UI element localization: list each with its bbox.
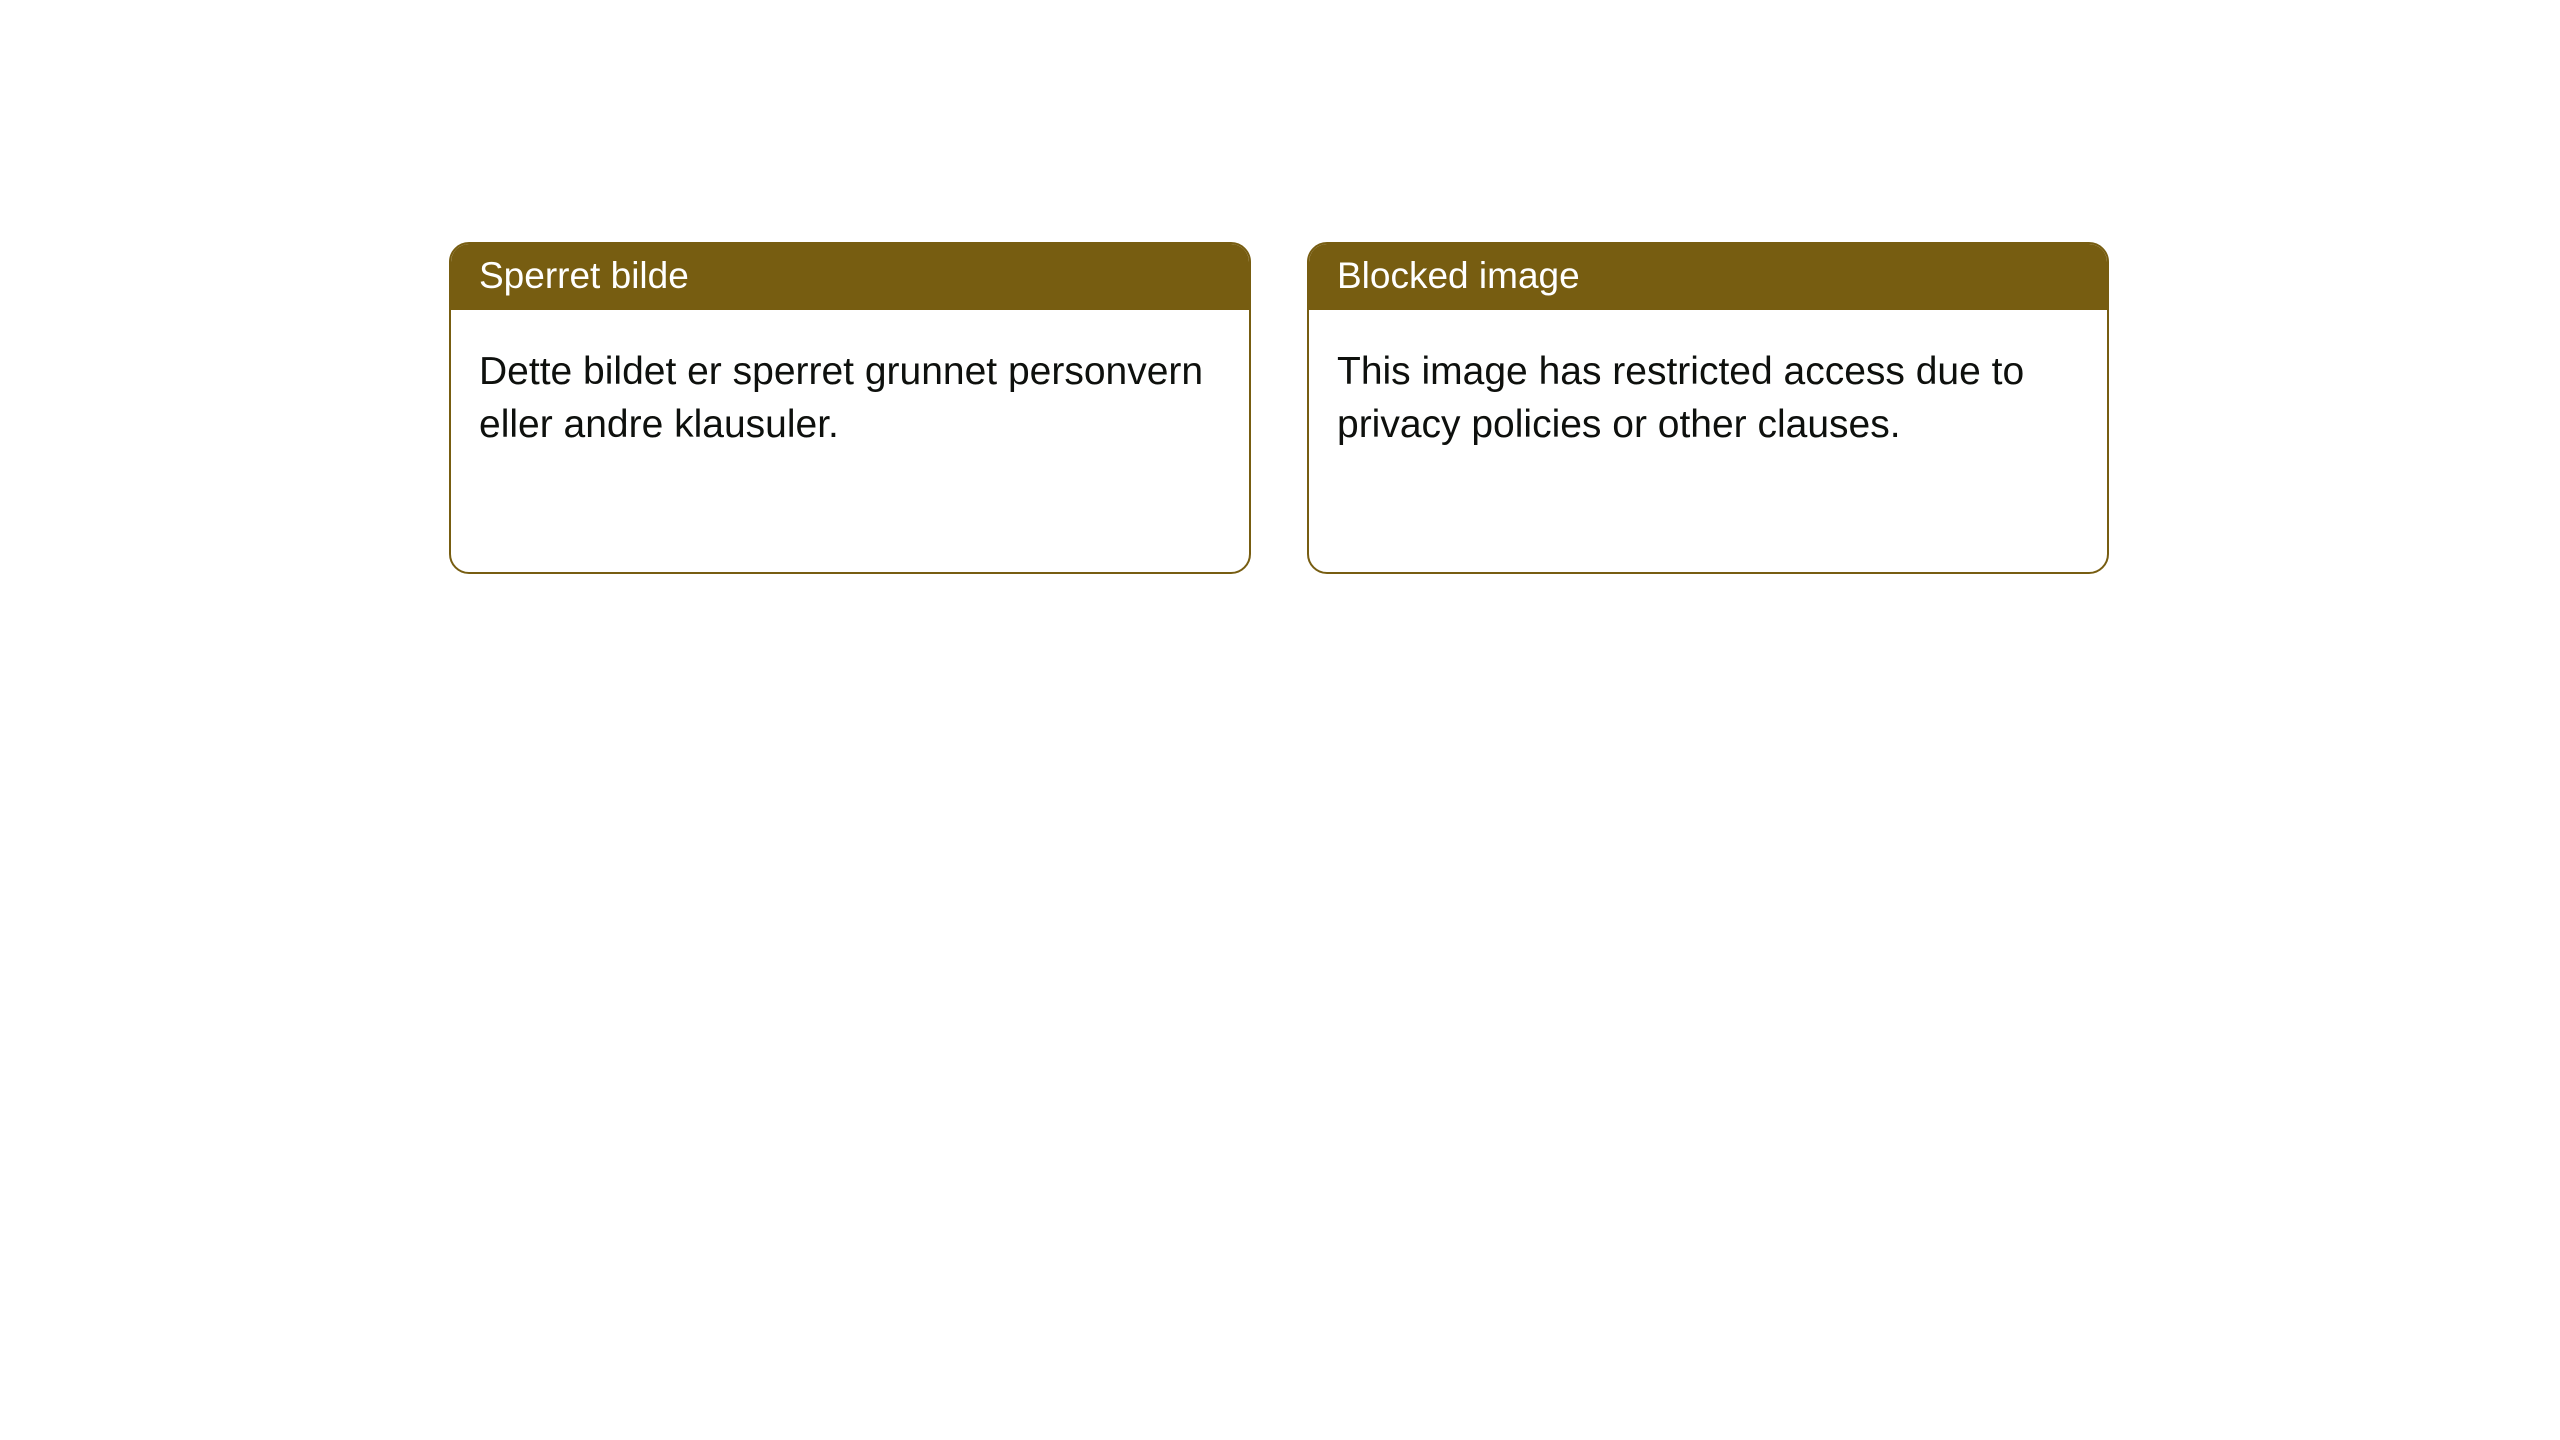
notice-title: Blocked image xyxy=(1309,244,2107,310)
notice-card-english: Blocked image This image has restricted … xyxy=(1307,242,2109,574)
notice-container: Sperret bilde Dette bildet er sperret gr… xyxy=(0,0,2560,574)
notice-message: Dette bildet er sperret grunnet personve… xyxy=(451,310,1249,487)
notice-message: This image has restricted access due to … xyxy=(1309,310,2107,487)
notice-card-norwegian: Sperret bilde Dette bildet er sperret gr… xyxy=(449,242,1251,574)
notice-title: Sperret bilde xyxy=(451,244,1249,310)
